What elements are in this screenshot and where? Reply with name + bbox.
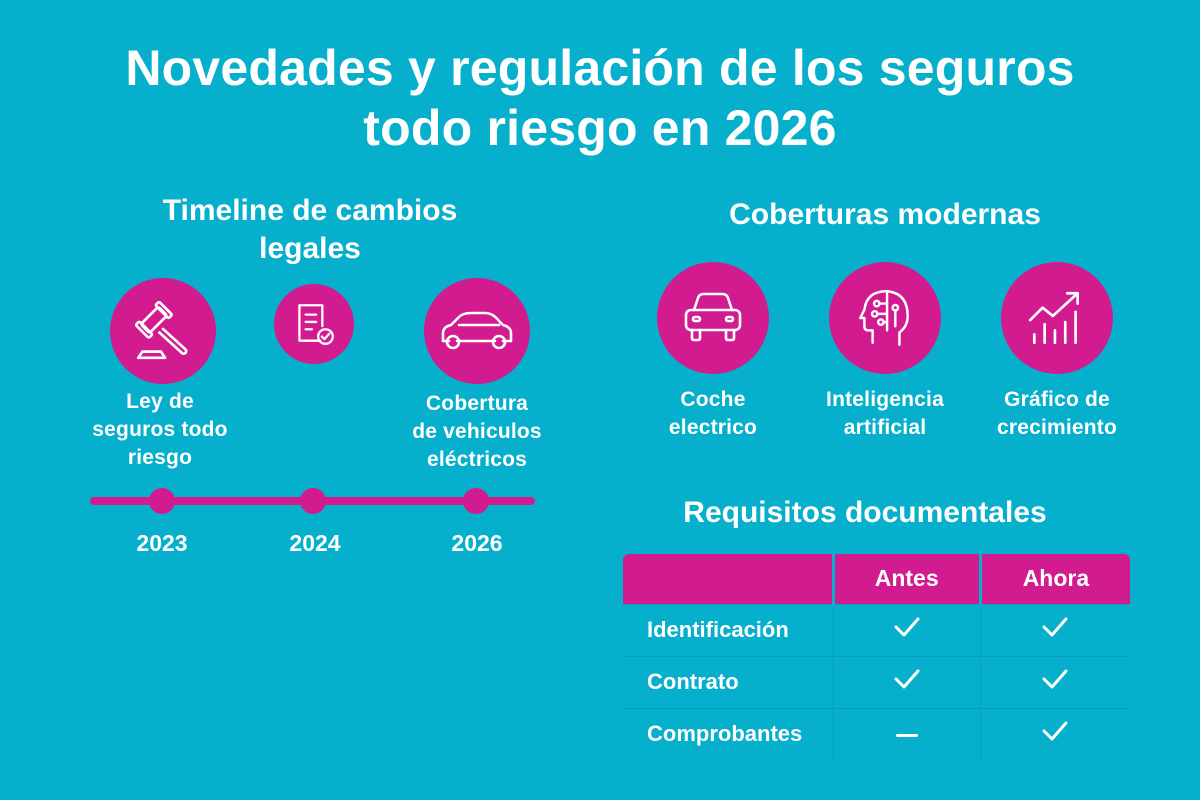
check-icon — [1042, 617, 1068, 637]
timeline-year-2023: 2023 — [136, 530, 188, 556]
growth-chart-icon — [1001, 262, 1113, 374]
timeline-event-2023-label: Ley de seguros todo riesgo — [60, 388, 260, 472]
timeline-heading-line-2: legales — [259, 232, 361, 265]
check-icon — [894, 617, 920, 637]
label-line: eléctricos — [426, 448, 528, 471]
row-label: Contrato — [623, 655, 833, 708]
row-label: Comprobantes — [623, 707, 833, 760]
check-icon — [1042, 669, 1068, 689]
label-line: Cobertura — [425, 392, 529, 415]
check-icon — [1042, 721, 1068, 741]
column-header-empty — [623, 554, 833, 604]
label-line: Ley de — [126, 390, 194, 413]
document-check-icon — [274, 284, 354, 364]
page-title: Novedades y regulación de los seguros to… — [0, 38, 1200, 158]
table-row: Identificación — [623, 603, 1130, 656]
table-row: Comprobantes — [623, 707, 1130, 760]
ai-head-icon — [829, 262, 941, 374]
coverage-growth-label: Gráfico de crecimiento — [977, 386, 1137, 442]
timeline-dot-2024 — [300, 488, 326, 514]
row-label: Identificación — [623, 603, 833, 656]
cell-ahora — [979, 707, 1130, 760]
cell-ahora — [979, 655, 1130, 708]
table-header-row: Antes Ahora — [623, 554, 1130, 604]
coverage-ev-label: Coche electrico — [633, 386, 793, 442]
title-line-2: todo riesgo en 2026 — [363, 100, 837, 156]
label-line: de vehiculos — [412, 420, 542, 443]
timeline-year-2026: 2026 — [451, 530, 503, 556]
car-side-icon — [424, 278, 530, 384]
label-line: Coche — [680, 388, 746, 411]
cell-antes — [832, 707, 981, 760]
coverages-heading: Coberturas modernas — [729, 198, 1041, 231]
label-line: riesgo — [127, 446, 193, 469]
table-row: Contrato — [623, 655, 1130, 708]
timeline-dot-2023 — [149, 488, 175, 514]
timeline-heading-line-1: Timeline de cambios — [162, 194, 458, 227]
label-line: seguros todo — [92, 418, 228, 441]
cell-antes — [832, 655, 981, 708]
coverage-ai-label: Inteligencia artificial — [800, 386, 970, 442]
dash-icon — [895, 733, 918, 737]
title-line-1: Novedades y regulación de los seguros — [125, 40, 1075, 96]
label-line: Gráfico de — [1004, 388, 1110, 411]
label-line: electrico — [668, 416, 758, 439]
requirements-heading: Requisitos documentales — [683, 496, 1047, 529]
check-icon — [894, 669, 920, 689]
timeline-event-2026-label: Cobertura de vehiculos eléctricos — [377, 390, 577, 474]
column-header-ahora: Ahora — [978, 554, 1130, 604]
label-line: Inteligencia — [826, 388, 944, 411]
gavel-icon — [110, 278, 216, 384]
cell-ahora — [979, 603, 1130, 656]
car-front-icon — [657, 262, 769, 374]
label-line: crecimiento — [996, 416, 1118, 439]
label-line: artificial — [843, 416, 927, 439]
cell-antes — [832, 603, 981, 656]
timeline-year-2024: 2024 — [289, 530, 341, 556]
timeline-dot-2026 — [463, 488, 489, 514]
timeline-heading: Timeline de cambios legales — [100, 192, 520, 268]
column-header-antes: Antes — [831, 554, 981, 604]
requirements-table: Antes Ahora Identificación Contrato Comp… — [623, 554, 1130, 760]
